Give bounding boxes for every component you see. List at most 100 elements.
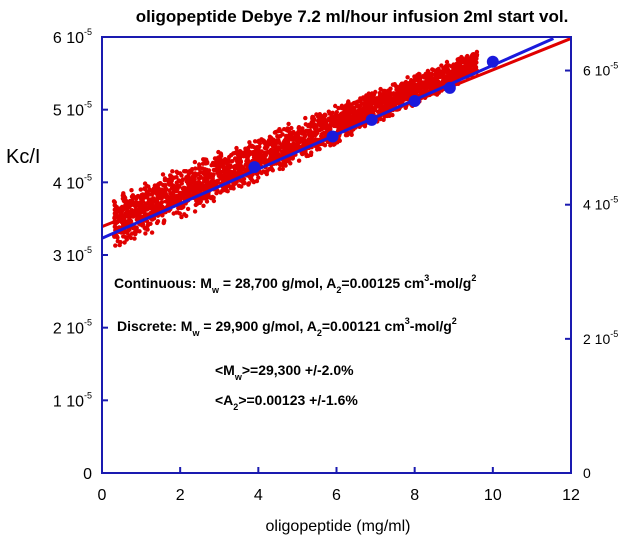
continuous-data-point (465, 53, 470, 59)
continuous-data-point (189, 170, 194, 175)
continuous-data-point (280, 144, 285, 149)
continuous-data-point (201, 203, 206, 208)
continuous-data-point (241, 176, 247, 182)
continuous-data-point (328, 143, 333, 148)
continuous-data-point (286, 134, 291, 139)
continuous-data-point (216, 168, 221, 173)
continuous-data-point (248, 176, 253, 181)
continuous-data-point (286, 158, 291, 164)
continuous-data-point (138, 196, 143, 201)
average-mw-annotation: <Mw>=29,300 +/-2.0% (215, 362, 354, 382)
y-axis-left-ticks: 0 1 10-5 2 10-5 3 10-5 4 10-5 5 10-5 6 10-5 (53, 27, 108, 483)
continuous-data-point (434, 76, 439, 81)
continuous-data-point (149, 188, 155, 193)
continuous-data-point (280, 166, 285, 172)
continuous-data-point (148, 211, 153, 216)
continuous-data-point (242, 180, 247, 186)
continuous-data-point (439, 69, 444, 74)
continuous-data-point (382, 100, 387, 106)
continuous-data-point (185, 186, 191, 192)
continuous-data-point (370, 97, 376, 102)
continuous-data-point (115, 235, 120, 240)
continuous-data-point (324, 120, 329, 125)
continuous-data-point (398, 95, 403, 100)
chart-title: oligopeptide Debye 7.2 ml/hour infusion … (136, 7, 569, 26)
continuous-data-point (181, 204, 186, 209)
continuous-data-point (278, 129, 283, 134)
continuous-data-point (303, 122, 308, 127)
continuous-data-point (184, 213, 189, 219)
continuous-data-point (439, 63, 444, 68)
continuous-data-point (157, 181, 163, 186)
continuous-data-point (264, 171, 269, 177)
continuous-data-point (289, 125, 294, 131)
continuous-data-point (336, 105, 341, 111)
continuous-data-point (122, 240, 127, 245)
continuous-data-point (162, 178, 168, 183)
continuous-data-point (402, 95, 407, 101)
continuous-data-point (169, 175, 174, 180)
continuous-data-point (444, 69, 449, 74)
continuous-data-point (407, 86, 412, 92)
continuous-data-point (444, 59, 450, 65)
y-left-tick-label: 2 10-5 (53, 318, 92, 338)
continuous-data-point (311, 115, 316, 120)
continuous-data-point (204, 199, 210, 204)
continuous-data-point (171, 211, 176, 216)
continuous-data-point (388, 104, 393, 109)
continuous-data-point (277, 166, 282, 172)
continuous-data-point (143, 231, 148, 236)
continuous-data-point (342, 107, 347, 112)
continuous-data-point (420, 84, 426, 89)
continuous-data-point (149, 230, 155, 235)
continuous-data-point (384, 91, 389, 96)
continuous-data-point (256, 175, 261, 180)
continuous-data-point (202, 177, 207, 182)
continuous-data-point (370, 93, 375, 98)
continuous-data-point (142, 181, 148, 186)
continuous-data-point (146, 221, 151, 226)
continuous-data-point (138, 187, 143, 192)
continuous-data-point (121, 193, 127, 199)
continuous-data-point (225, 163, 230, 168)
continuous-data-point (363, 107, 369, 112)
continuous-data-point (349, 117, 355, 122)
continuous-data-point (289, 156, 294, 161)
continuous-data-point (239, 184, 244, 189)
continuous-data-point (197, 164, 202, 169)
discrete-points (248, 55, 499, 174)
continuous-data-point (175, 187, 180, 192)
continuous-data-point (280, 132, 285, 137)
continuous-data-point (331, 120, 336, 126)
continuous-data-point (365, 97, 370, 103)
continuous-data-point (429, 79, 434, 85)
continuous-data-point (460, 56, 465, 61)
continuous-data-point (134, 196, 139, 201)
continuous-data-point (231, 164, 236, 170)
continuous-data-point (121, 198, 127, 204)
continuous-data-point (307, 128, 313, 133)
continuous-data-point (251, 179, 256, 185)
continuous-data-point (127, 217, 132, 223)
continuous-data-point (124, 236, 129, 241)
continuous-data-point (289, 130, 294, 136)
x-tick-label: 0 (98, 487, 107, 504)
continuous-data-point (277, 161, 282, 166)
continuous-data-point (143, 226, 148, 231)
continuous-data-point (229, 159, 235, 164)
continuous-data-point (247, 140, 252, 145)
continuous-data-point (359, 101, 365, 106)
continuous-data-point (205, 168, 211, 174)
x-tick-label: 2 (176, 487, 185, 504)
continuous-data-point (117, 242, 122, 248)
continuous-data-point (286, 121, 291, 127)
continuous-data-point (429, 73, 434, 79)
continuous-data-point (455, 64, 460, 69)
continuous-data-point (416, 76, 421, 82)
continuous-data-point (458, 70, 463, 75)
continuous-data-point (193, 181, 198, 186)
continuous-data-point (214, 191, 219, 196)
continuous-data-point (196, 176, 202, 181)
continuous-data-point (261, 154, 266, 159)
continuous-data-point (177, 211, 183, 216)
